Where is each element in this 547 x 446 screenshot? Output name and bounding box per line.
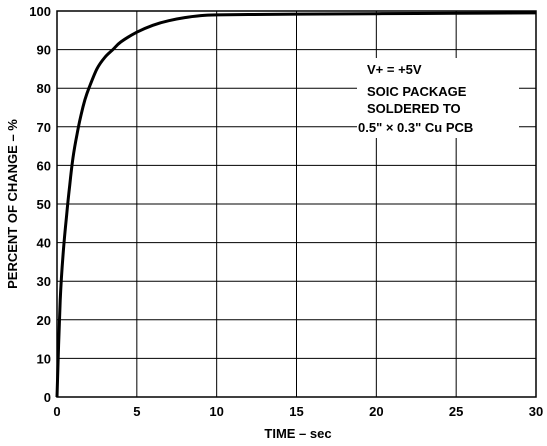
y-axis-title: PERCENT OF CHANGE – %: [5, 119, 20, 289]
y-tick-label: 50: [37, 197, 51, 212]
y-tick-label: 40: [37, 236, 51, 251]
x-tick-label: 0: [53, 404, 60, 419]
y-tick-label: 20: [37, 313, 51, 328]
y-tick-label: 80: [37, 81, 51, 96]
annotation-supply: V+ = +5V: [367, 62, 422, 77]
y-tick-label: 70: [37, 120, 51, 135]
y-tick-labels: 0 10 20 30 40 50 60 70 80 90 100: [29, 4, 51, 405]
x-tick-label: 25: [449, 404, 463, 419]
y-tick-label: 30: [37, 274, 51, 289]
y-tick-label: 0: [44, 390, 51, 405]
annotation-soldered: SOLDERED TO: [367, 101, 461, 116]
x-tick-labels: 0 5 10 15 20 25 30: [53, 404, 543, 419]
plot-frame: [56, 10, 537, 398]
x-tick-label: 10: [209, 404, 223, 419]
x-tick-label: 5: [133, 404, 140, 419]
y-tick-label: 10: [37, 351, 51, 366]
annotation-package: SOIC PACKAGE: [367, 84, 467, 99]
x-tick-label: 20: [369, 404, 383, 419]
x-tick-label: 15: [289, 404, 303, 419]
y-tick-label: 60: [37, 158, 51, 173]
annotation-pcb: 0.5" × 0.3" Cu PCB: [358, 120, 473, 135]
y-tick-label: 100: [29, 4, 51, 19]
y-tick-label: 90: [37, 43, 51, 58]
x-tick-label: 30: [529, 404, 543, 419]
annotation-background: [357, 58, 519, 138]
series-line: [55, 11, 537, 398]
x-axis-title: TIME – sec: [264, 426, 331, 441]
